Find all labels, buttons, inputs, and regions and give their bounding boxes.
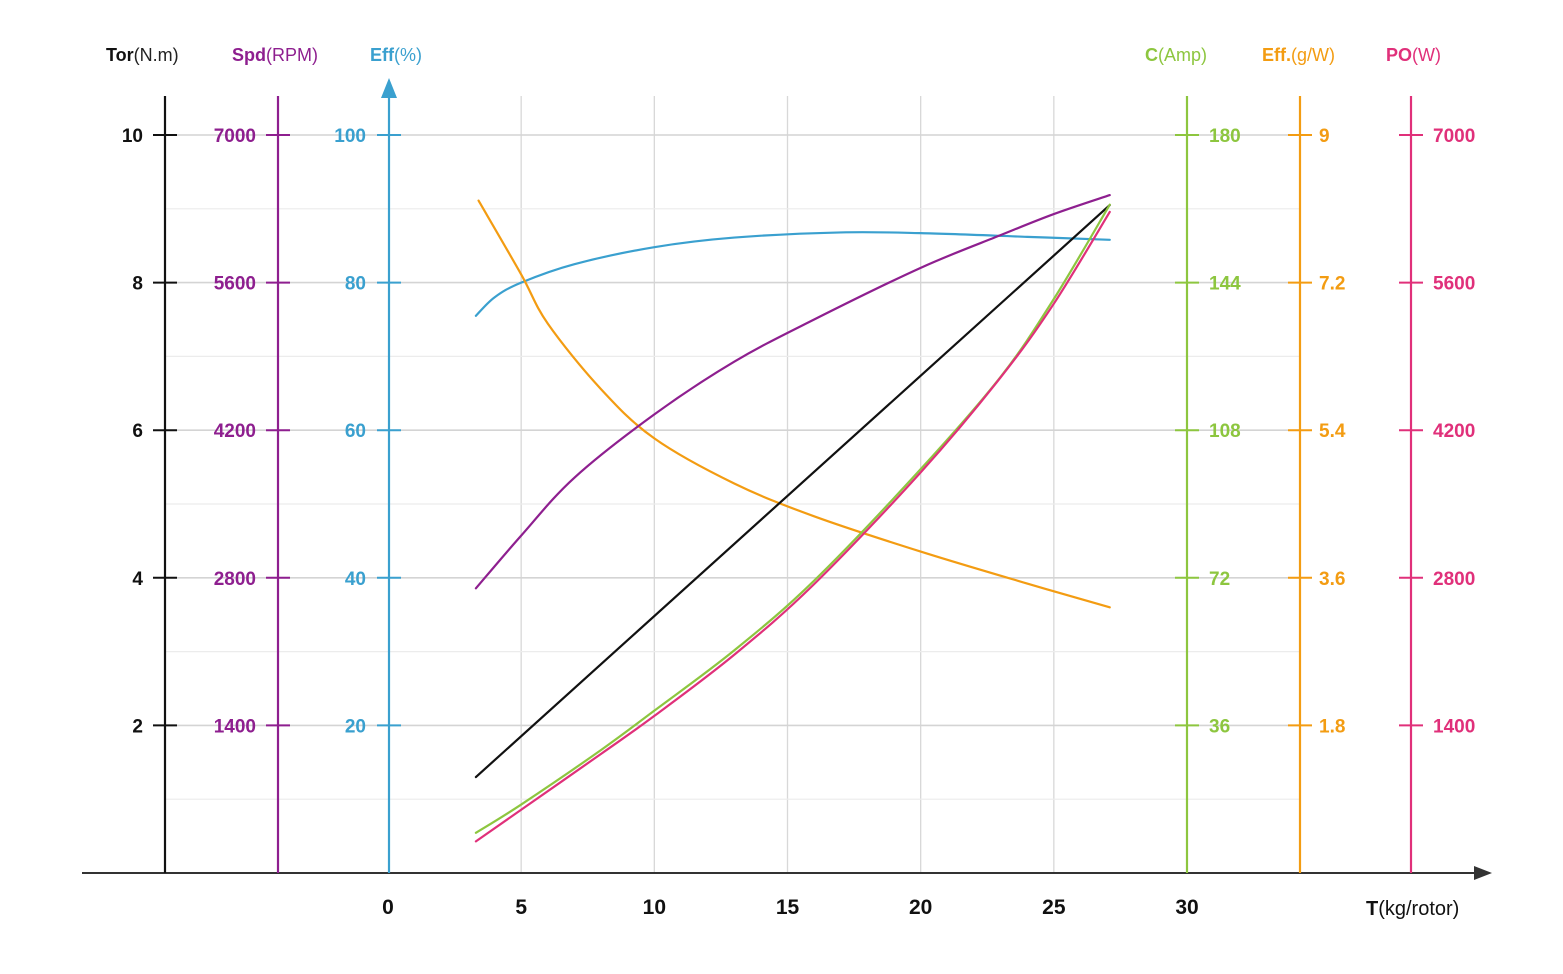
- x-tick-label: 15: [776, 896, 800, 919]
- eff-tick-label: 100: [334, 126, 366, 147]
- eff-tick-label: 80: [345, 274, 366, 295]
- effg-axis-title: Eff.(g/W): [1262, 45, 1335, 65]
- eff-axis-title-unit: (%): [394, 45, 422, 65]
- x-axis-arrow-icon: [1474, 866, 1492, 880]
- x-tick-label: 30: [1175, 896, 1198, 919]
- x-axis-title-unit: (kg/rotor): [1378, 898, 1459, 920]
- spd-series-line: [474, 193, 1111, 590]
- spd-axis-title: Spd(RPM): [232, 45, 318, 65]
- spd-axis-title-symbol: Spd: [232, 45, 266, 65]
- po-tick-label: 1400: [1433, 716, 1475, 737]
- x-tick-label: 10: [643, 896, 666, 919]
- po-series-line: [474, 210, 1111, 843]
- po-axis-title-unit: (W): [1412, 45, 1441, 65]
- cur-axis-title-symbol: C: [1145, 45, 1158, 65]
- tor-axis-title-symbol: Tor: [106, 45, 134, 65]
- tor-series-line: [474, 204, 1111, 779]
- tor-tick-label: 6: [132, 421, 143, 442]
- cur-tick-label: 180: [1209, 126, 1241, 147]
- po-tick-label: 2800: [1433, 569, 1475, 590]
- spd-axis-title-unit: (RPM): [266, 45, 318, 65]
- cur-axis-title-unit: (Amp): [1158, 45, 1207, 65]
- eff-tick-label: 60: [345, 421, 366, 442]
- grid: [165, 96, 1300, 873]
- cur-tick-label: 108: [1209, 421, 1241, 442]
- po-axis-title-symbol: PO: [1386, 45, 1412, 65]
- eff-tick-label: 40: [345, 569, 366, 590]
- cur-tick-label: 36: [1209, 716, 1230, 737]
- x-axis-title: T(kg/rotor): [1366, 898, 1459, 920]
- tor-tick-label: 4: [132, 569, 143, 590]
- x-tick-label: 20: [909, 896, 932, 919]
- labels: 0 5 10 15 20 25 30 T(kg/rotor) 2 4 6 8 10 Tor(N.m) 140…: [106, 45, 1475, 920]
- x-axis-title-symbol: T: [1366, 898, 1378, 920]
- tor-axis-title-unit: (N.m): [134, 45, 179, 65]
- spd-tick-label: 1400: [214, 716, 256, 737]
- x-tick-label: 5: [515, 896, 527, 919]
- spd-tick-label: 5600: [214, 274, 256, 295]
- eff-axis-title: Eff(%): [370, 45, 422, 65]
- effg-axis-title-symbol: Eff.: [1262, 45, 1291, 65]
- effg-tick-label: 9: [1319, 126, 1330, 147]
- x-tick-label: 0: [382, 896, 394, 919]
- effg-series-line: [477, 199, 1111, 609]
- po-axis-title: PO(W): [1386, 45, 1441, 65]
- tor-tick-label: 2: [132, 716, 143, 737]
- po-tick-label: 5600: [1433, 274, 1475, 295]
- po-tick-label: 4200: [1433, 421, 1475, 442]
- spd-tick-label: 7000: [214, 126, 256, 147]
- eff-tick-label: 20: [345, 716, 366, 737]
- axes: [82, 78, 1492, 880]
- effg-axis-title-unit: (g/W): [1291, 45, 1335, 65]
- x-tick-label: 25: [1042, 896, 1066, 919]
- eff-axis-title-symbol: Eff: [370, 45, 395, 65]
- effg-tick-label: 7.2: [1319, 274, 1345, 295]
- cur-series-line: [474, 203, 1111, 834]
- eff-series-line: [474, 231, 1111, 317]
- series: [474, 193, 1111, 843]
- effg-tick-label: 1.8: [1319, 716, 1345, 737]
- po-tick-label: 7000: [1433, 126, 1475, 147]
- effg-tick-label: 3.6: [1319, 569, 1345, 590]
- cur-tick-label: 144: [1209, 274, 1241, 295]
- spd-tick-label: 4200: [214, 421, 256, 442]
- spd-tick-label: 2800: [214, 569, 256, 590]
- tor-axis-title: Tor(N.m): [106, 45, 179, 65]
- tor-tick-label: 8: [132, 274, 143, 295]
- eff-axis-arrow-icon: [381, 78, 397, 98]
- cur-tick-label: 72: [1209, 569, 1230, 590]
- effg-tick-label: 5.4: [1319, 421, 1346, 442]
- cur-axis-title: C(Amp): [1145, 45, 1207, 65]
- tor-tick-label: 10: [122, 126, 143, 147]
